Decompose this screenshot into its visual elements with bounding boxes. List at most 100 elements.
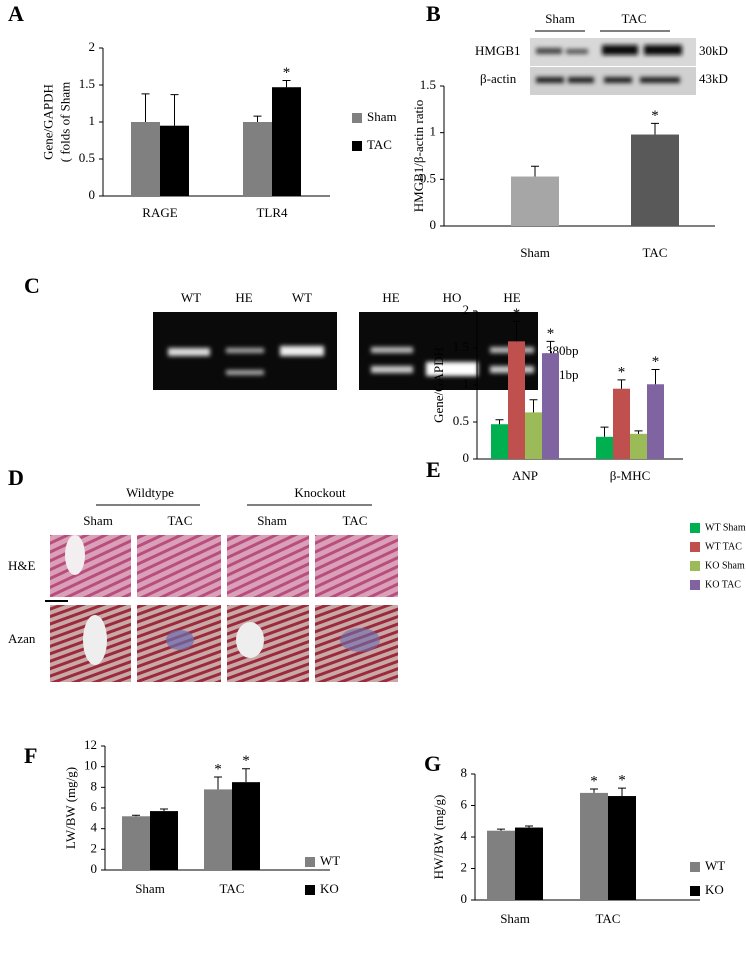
error-bar <box>618 787 626 797</box>
error-bar <box>282 80 291 88</box>
y-axis-label: ( folds of Sham <box>57 82 72 163</box>
bar <box>613 388 630 459</box>
y-axis-label: HMGB1/β-actin ratio <box>411 100 426 212</box>
x-tick-label: β-MHC <box>610 468 651 483</box>
panel-letter: D <box>8 465 24 490</box>
bar <box>630 433 647 459</box>
significance: * <box>651 108 659 124</box>
legend-swatch <box>690 542 700 552</box>
panel-letter: A <box>8 1 24 26</box>
error-bar <box>160 808 168 812</box>
bar <box>596 436 613 459</box>
x-tick-label: RAGE <box>142 205 177 220</box>
bar <box>487 830 515 900</box>
blot-size: 43kD <box>699 71 728 86</box>
significance: * <box>283 65 291 81</box>
gel-lane: HE <box>235 290 252 305</box>
significance: * <box>242 753 250 769</box>
histology-stain: Azan <box>8 631 36 646</box>
error-bar <box>531 165 539 177</box>
error-bar <box>634 430 643 434</box>
bar <box>580 792 608 900</box>
panel-letter: G <box>424 751 441 776</box>
y-tick-label: 0 <box>461 891 468 906</box>
error-bar <box>525 825 533 828</box>
histology-column: TAC <box>343 513 368 528</box>
bar <box>232 782 260 870</box>
x-tick-label: TLR4 <box>256 205 288 220</box>
gel-lane: HO <box>443 290 462 305</box>
y-tick-label: 0.5 <box>79 150 95 165</box>
legend-swatch <box>690 523 700 533</box>
error-bar <box>512 320 521 342</box>
y-tick-label: 10 <box>84 758 97 773</box>
legend-swatch <box>690 862 700 872</box>
legend-swatch <box>690 561 700 571</box>
significance: * <box>618 773 626 789</box>
y-tick-label: 0.5 <box>453 413 469 428</box>
gel-lane: WT <box>292 290 312 305</box>
y-tick-label: 0 <box>91 861 98 876</box>
error-bar <box>253 115 262 122</box>
histology-images <box>45 535 398 682</box>
blot-row: β-actin <box>480 71 517 86</box>
gel-lane: WT <box>181 290 201 305</box>
bar <box>511 176 559 226</box>
y-tick-label: 0 <box>430 217 437 232</box>
y-tick-label: 1 <box>430 124 437 139</box>
blot-row: HMGB1 <box>475 43 521 58</box>
y-tick-label: 4 <box>91 820 98 835</box>
blot-group: TAC <box>622 11 647 26</box>
y-tick-label: 1 <box>89 113 96 128</box>
gel-lane: HE <box>382 290 399 305</box>
legend-label: KO TAC <box>705 579 741 590</box>
x-tick-label: TAC <box>220 881 245 896</box>
error-bar <box>600 426 609 437</box>
y-tick-label: 8 <box>91 778 98 793</box>
bar <box>515 827 543 900</box>
x-tick-label: ANP <box>512 468 538 483</box>
y-axis-label: Gene/GAPDH <box>40 84 55 160</box>
error-bar <box>132 814 140 817</box>
y-tick-label: 6 <box>461 796 468 811</box>
legend-label: WT <box>705 858 725 873</box>
bar <box>272 87 301 196</box>
legend-swatch <box>352 113 362 123</box>
histology-group: Wildtype <box>126 485 174 500</box>
y-tick-label: 1.5 <box>79 76 95 91</box>
legend-swatch <box>690 580 700 590</box>
bar <box>150 811 178 870</box>
histology-group: Knockout <box>294 485 346 500</box>
y-tick-label: 0.5 <box>420 170 436 185</box>
blot-size: 30kD <box>699 43 728 58</box>
panel-letter: B <box>426 1 441 26</box>
x-tick-label: TAC <box>643 245 668 260</box>
bar <box>204 789 232 870</box>
error-bar <box>141 93 150 122</box>
y-tick-label: 1 <box>463 376 470 391</box>
bar <box>243 122 272 196</box>
error-bar <box>546 340 555 354</box>
legend-label: KO <box>320 881 339 896</box>
bar <box>491 424 508 459</box>
histology-stain: H&E <box>8 558 36 573</box>
y-tick-label: 2 <box>91 840 98 855</box>
error-bar <box>651 368 660 385</box>
y-tick-label: 1.5 <box>453 339 469 354</box>
y-tick-label: 12 <box>84 737 97 752</box>
bar <box>160 125 189 196</box>
legend-label: TAC <box>367 137 392 152</box>
y-tick-label: 1.5 <box>420 77 436 92</box>
y-tick-label: 8 <box>461 765 468 780</box>
error-bar <box>242 768 250 783</box>
panel-letter: C <box>24 273 40 298</box>
y-tick-label: 2 <box>461 859 468 874</box>
bar <box>508 341 525 459</box>
blot-bands <box>536 45 682 83</box>
error-bar <box>651 122 659 135</box>
error-bar <box>590 788 598 793</box>
gel-lane: HE <box>503 290 520 305</box>
bar <box>647 384 664 459</box>
y-tick-label: 4 <box>461 828 468 843</box>
